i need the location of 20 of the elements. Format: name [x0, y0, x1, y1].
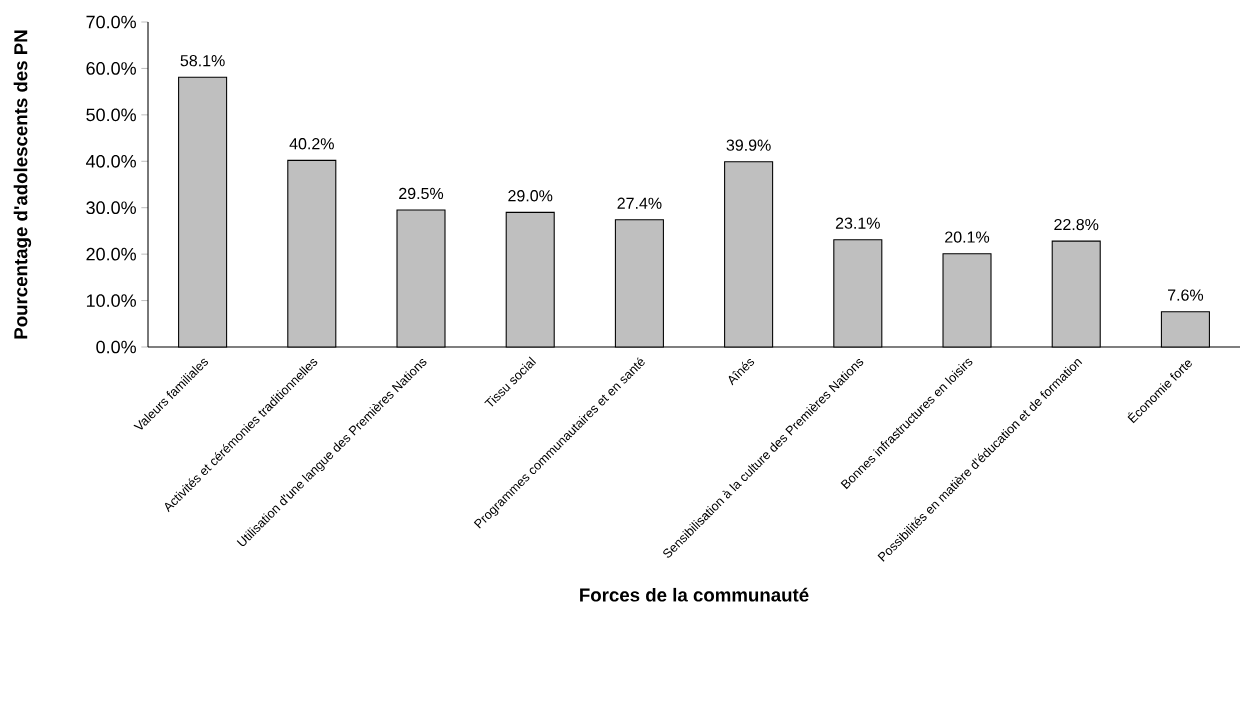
data-label: 27.4%: [617, 197, 662, 209]
data-label: 29.0%: [508, 190, 553, 202]
y-tick-label: 60.0%: [86, 62, 136, 75]
y-axis-title: Pourcentage d'adolescents des PN: [13, 30, 32, 339]
y-tick-label: 30.0%: [86, 201, 136, 215]
data-label: 7.6%: [1168, 289, 1204, 301]
y-tick-label: 40.0%: [86, 154, 136, 168]
y-tick-label: 70.0%: [86, 15, 136, 29]
data-label: 23.1%: [835, 217, 880, 229]
data-label: 58.1%: [180, 55, 225, 67]
data-label: 40.2%: [289, 138, 334, 150]
y-tick-label: 10.0%: [86, 294, 136, 307]
data-label: 20.1%: [945, 231, 990, 243]
y-tick-label: 20.0%: [86, 247, 136, 261]
data-label: 29.5%: [399, 187, 444, 200]
y-tick-label: 0.0%: [96, 340, 136, 354]
y-tick-label: 50.0%: [86, 108, 136, 122]
data-label: 22.8%: [1054, 218, 1099, 231]
x-axis-title: Forces de la communauté: [580, 587, 809, 602]
data-label: 39.9%: [726, 139, 771, 151]
